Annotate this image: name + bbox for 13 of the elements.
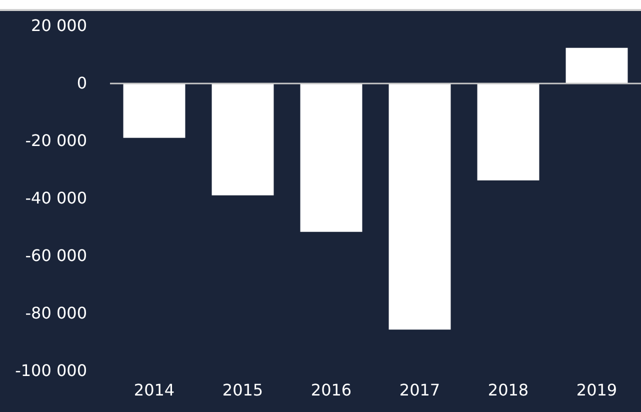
y-tick-label: 20 000 — [31, 16, 87, 36]
x-tick-label: 2014 — [134, 380, 175, 400]
x-tick-label: 2017 — [399, 380, 440, 400]
x-tick-label: 2016 — [310, 380, 352, 400]
y-tick-label: -60 000 — [25, 246, 87, 266]
y-tick-label: -80 000 — [25, 304, 87, 323]
y-tick-label: -100 000 — [15, 361, 87, 380]
x-tick-label: 2015 — [222, 380, 264, 400]
y-tick-label: -40 000 — [25, 188, 87, 208]
y-tick-label: 0 — [76, 74, 87, 93]
y-tick-label: -20 000 — [25, 131, 87, 150]
x-tick-label: 2019 — [576, 380, 618, 400]
x-tick-label: 2018 — [488, 380, 529, 400]
